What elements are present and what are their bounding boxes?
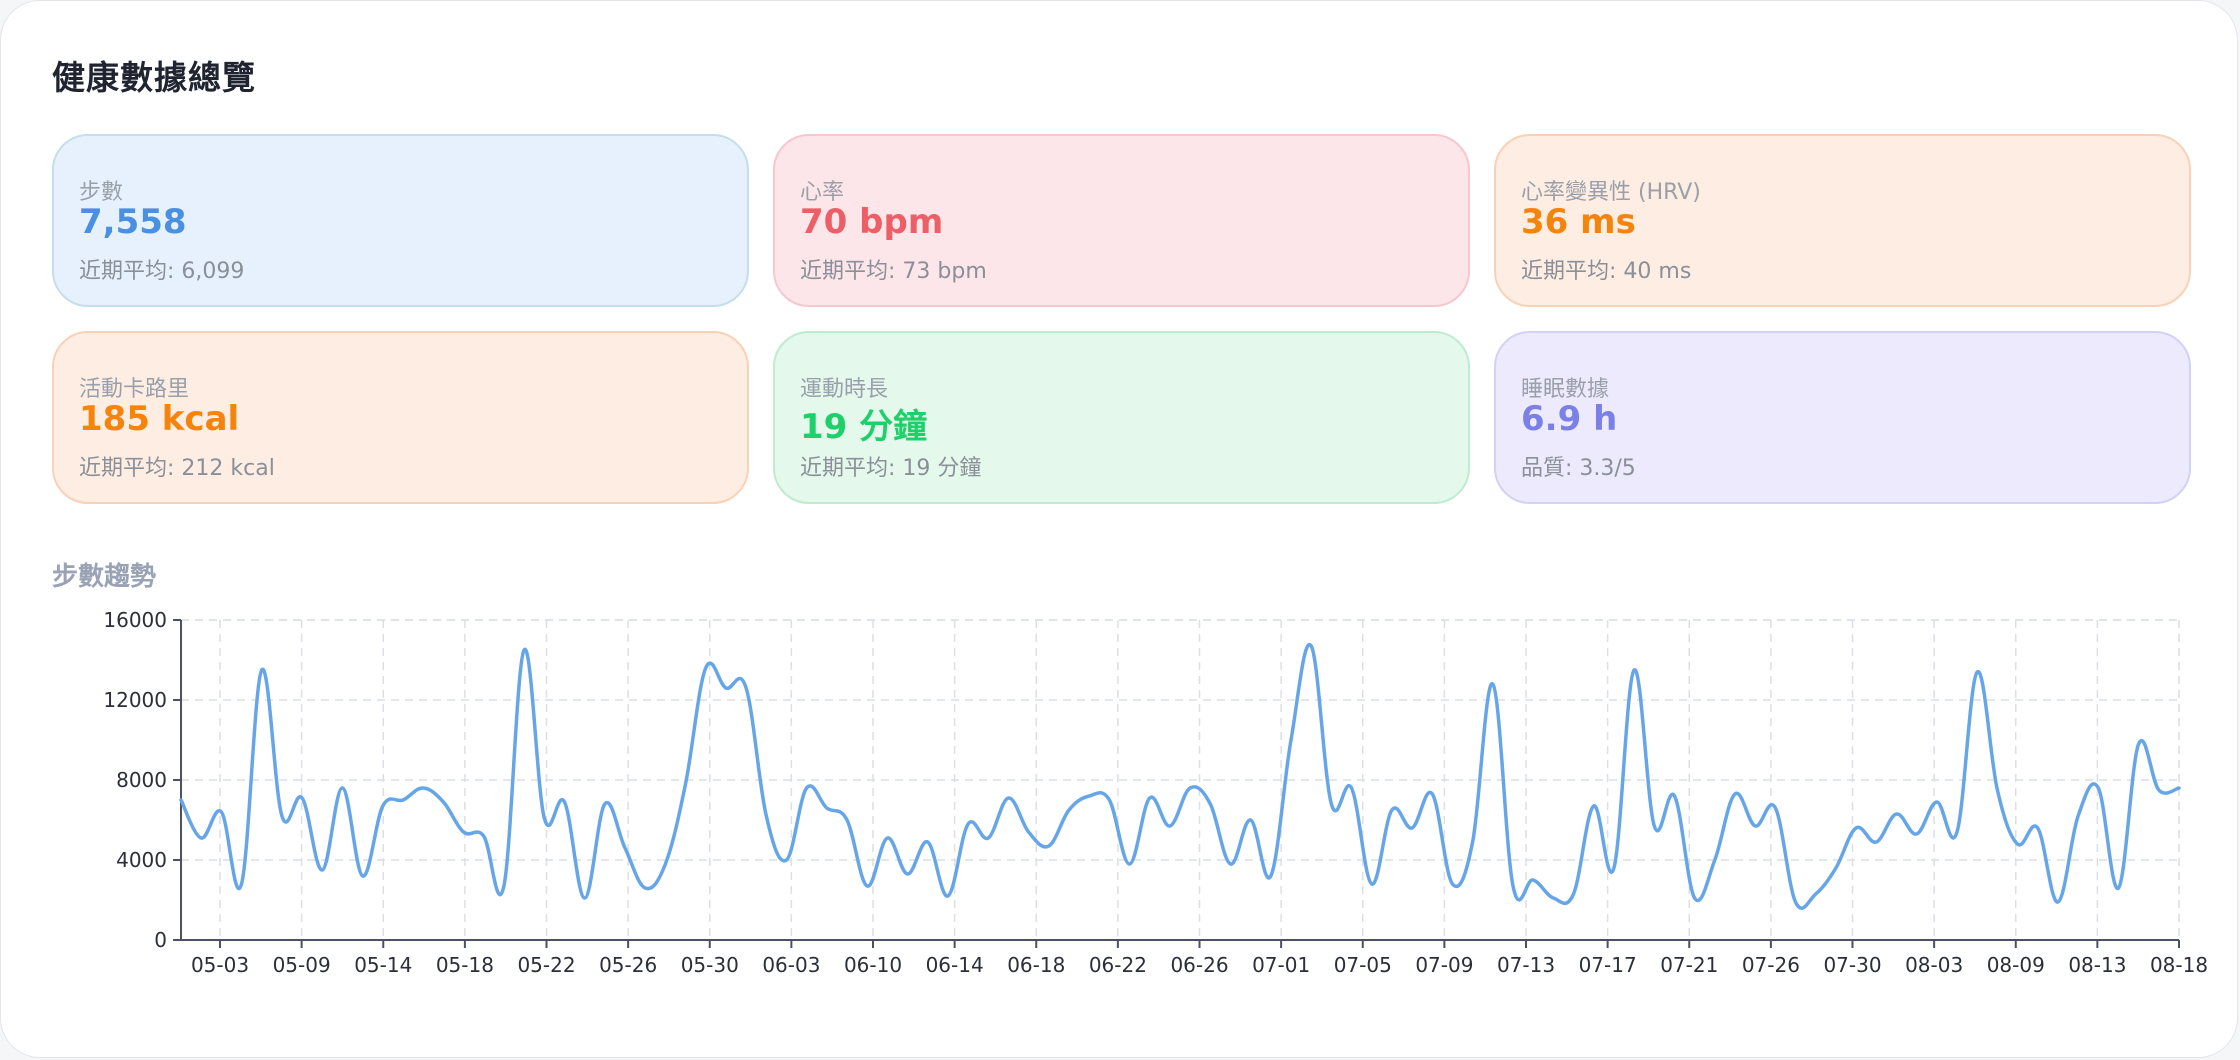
y-tick-label: 16000	[103, 608, 167, 632]
exercise-duration-card[interactable]: 運動時長 19 分鐘 近期平均: 19 分鐘	[773, 331, 1470, 504]
x-tick-label: 07-30	[1823, 953, 1881, 977]
steps-label: 步數	[79, 180, 124, 205]
exercise-duration-label: 運動時長	[800, 377, 889, 402]
x-tick-label: 05-22	[517, 953, 575, 977]
steps-trend-title: 步數趨勢	[52, 562, 157, 592]
x-tick-label: 08-13	[2068, 953, 2126, 977]
x-tick-label: 07-17	[1579, 953, 1637, 977]
hrv-average: 近期平均: 40 ms	[1521, 259, 1692, 284]
x-tick-label: 07-09	[1415, 953, 1473, 977]
x-tick-label: 08-03	[1905, 953, 1963, 977]
y-tick-label: 4000	[116, 848, 167, 872]
x-tick-label: 05-09	[273, 953, 331, 977]
heart-rate-average: 近期平均: 73 bpm	[800, 259, 987, 284]
x-tick-label: 06-03	[762, 953, 820, 977]
heart-rate-card[interactable]: 心率 70 bpm 近期平均: 73 bpm	[773, 134, 1470, 307]
x-tick-label: 05-26	[599, 953, 657, 977]
page-title: 健康數據總覽	[52, 58, 256, 97]
active-calories-value: 185 kcal	[79, 399, 240, 439]
x-tick-label: 05-30	[681, 953, 739, 977]
x-tick-label: 05-03	[191, 953, 249, 977]
x-tick-label: 08-18	[2150, 953, 2208, 977]
exercise-duration-average: 近期平均: 19 分鐘	[800, 456, 982, 481]
x-tick-label: 06-22	[1089, 953, 1147, 977]
chart-series	[179, 642, 2181, 910]
heart-rate-value: 70 bpm	[800, 202, 944, 242]
y-tick-label: 12000	[103, 688, 167, 712]
steps-trend-chart: 0 4000 8000 12000 16000 05-03 05-09 05-14 05-18 0…	[103, 608, 2208, 977]
y-tick-label: 0	[154, 928, 167, 952]
y-tick-label: 8000	[116, 768, 167, 792]
x-tick-label: 06-26	[1170, 953, 1228, 977]
hrv-label: 心率變異性 (HRV)	[1521, 180, 1701, 205]
sleep-card[interactable]: 睡眠數據 6.9 h 品質: 3.3/5	[1494, 331, 2191, 504]
x-tick-label: 07-26	[1742, 953, 1800, 977]
chart-grid	[181, 619, 2180, 940]
x-tick-label: 06-10	[844, 953, 902, 977]
x-tick-label: 07-01	[1252, 953, 1310, 977]
steps-series-line	[179, 642, 2181, 910]
hrv-value: 36 ms	[1521, 202, 1636, 242]
chart-axes: 0 4000 8000 12000 16000 05-03 05-09 05-14 05-18 0…	[103, 608, 2208, 977]
x-tick-label: 07-13	[1497, 953, 1555, 977]
steps-average: 近期平均: 6,099	[79, 259, 245, 284]
active-calories-average: 近期平均: 212 kcal	[79, 456, 275, 481]
hrv-card[interactable]: 心率變異性 (HRV) 36 ms 近期平均: 40 ms	[1494, 134, 2191, 307]
steps-value: 7,558	[79, 202, 187, 242]
exercise-duration-value: 19 分鐘	[800, 407, 928, 447]
active-calories-card[interactable]: 活動卡路里 185 kcal 近期平均: 212 kcal	[52, 331, 749, 504]
x-tick-label: 07-21	[1660, 953, 1718, 977]
x-tick-label: 08-09	[1987, 953, 2045, 977]
steps-card[interactable]: 步數 7,558 近期平均: 6,099	[52, 134, 749, 307]
x-tick-label: 07-05	[1334, 953, 1392, 977]
x-tick-label: 05-14	[354, 953, 412, 977]
sleep-quality: 品質: 3.3/5	[1521, 456, 1636, 481]
x-tick-label: 06-14	[926, 953, 984, 977]
x-tick-label: 05-18	[436, 953, 494, 977]
sleep-label: 睡眠數據	[1521, 377, 1610, 402]
active-calories-label: 活動卡路里	[79, 377, 190, 402]
x-tick-label: 06-18	[1007, 953, 1065, 977]
heart-rate-label: 心率	[800, 180, 845, 205]
sleep-value: 6.9 h	[1521, 399, 1618, 439]
